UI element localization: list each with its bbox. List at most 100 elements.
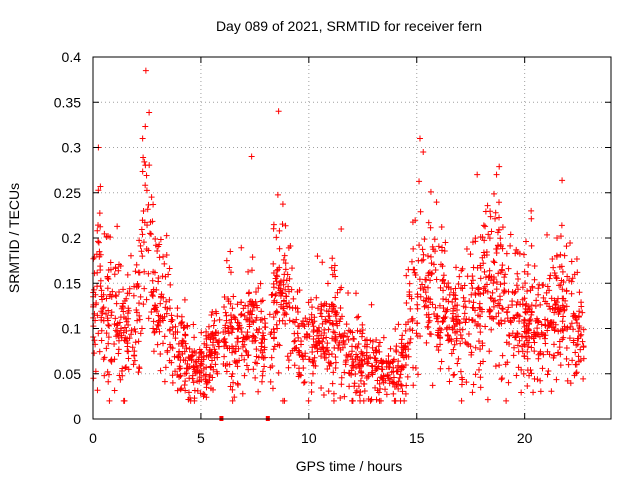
data-point — [501, 274, 508, 281]
data-point — [193, 363, 200, 370]
data-point — [243, 316, 250, 323]
data-point — [221, 293, 228, 300]
data-point — [472, 318, 479, 325]
data-point — [477, 291, 484, 298]
data-point — [234, 335, 241, 342]
data-point — [499, 375, 506, 382]
data-point — [104, 317, 111, 324]
data-point — [577, 346, 584, 353]
data-point — [402, 361, 409, 368]
data-point — [137, 293, 144, 300]
data-point — [528, 311, 535, 318]
data-point — [547, 306, 554, 313]
data-point — [359, 352, 366, 359]
data-point — [455, 280, 462, 287]
data-point — [224, 361, 231, 368]
data-point — [574, 319, 581, 326]
data-point — [425, 219, 432, 226]
data-point — [142, 182, 149, 189]
data-point — [512, 334, 519, 341]
data-point — [181, 382, 188, 389]
data-point — [108, 309, 115, 316]
data-point — [428, 331, 435, 338]
data-point — [191, 334, 198, 341]
data-point — [432, 304, 439, 311]
data-point — [486, 267, 493, 274]
data-point — [187, 394, 194, 401]
data-point — [427, 224, 434, 231]
data-point — [136, 312, 143, 319]
data-point — [298, 338, 305, 345]
data-point — [313, 294, 320, 301]
data-point — [356, 392, 363, 399]
data-point — [273, 272, 280, 279]
data-point — [167, 305, 174, 312]
data-point — [162, 364, 169, 371]
data-point — [406, 339, 413, 346]
data-point — [269, 362, 276, 369]
data-point — [133, 307, 140, 314]
data-point — [459, 326, 466, 333]
data-point — [175, 348, 182, 355]
data-point — [461, 298, 468, 305]
data-point — [282, 222, 289, 229]
data-point — [222, 309, 229, 316]
data-point — [499, 305, 506, 312]
data-point — [106, 397, 113, 404]
data-point — [300, 356, 307, 363]
data-point — [104, 368, 111, 375]
data-point — [150, 201, 157, 208]
data-point — [103, 330, 110, 337]
data-point — [397, 397, 404, 404]
data-point — [97, 283, 104, 290]
data-point — [423, 302, 430, 309]
data-point — [209, 309, 216, 316]
data-point — [268, 292, 275, 299]
data-point — [321, 326, 328, 333]
data-point — [487, 213, 494, 220]
data-point — [495, 242, 502, 249]
data-point — [228, 373, 235, 380]
data-point — [408, 258, 415, 265]
data-point — [335, 341, 342, 348]
data-point — [514, 270, 521, 277]
data-point — [357, 328, 364, 335]
data-point — [176, 365, 183, 372]
data-point — [344, 333, 351, 340]
data-point — [550, 341, 557, 348]
data-point — [575, 328, 582, 335]
data-point — [98, 327, 105, 334]
data-point — [309, 304, 316, 311]
data-point — [267, 378, 274, 385]
data-point — [514, 249, 521, 256]
data-point — [132, 268, 139, 275]
data-point — [206, 347, 213, 354]
data-point — [201, 391, 208, 398]
data-point — [425, 295, 432, 302]
data-point — [563, 303, 570, 310]
data-point — [491, 275, 498, 282]
data-point — [172, 328, 179, 335]
data-point — [420, 297, 427, 304]
data-point — [221, 353, 228, 360]
data-point — [575, 313, 582, 320]
data-point — [505, 265, 512, 272]
data-point — [382, 377, 389, 384]
data-point — [555, 305, 562, 312]
data-point — [391, 397, 398, 404]
data-point — [253, 346, 260, 353]
data-point — [514, 331, 521, 338]
data-point — [409, 327, 416, 334]
data-point — [395, 378, 402, 385]
data-point — [238, 310, 245, 317]
data-point — [512, 288, 519, 295]
data-point — [385, 375, 392, 382]
data-point — [168, 316, 175, 323]
data-point — [520, 320, 527, 327]
data-point — [467, 251, 474, 258]
data-point — [99, 309, 106, 316]
data-point — [436, 302, 443, 309]
data-point — [369, 344, 376, 351]
data-point — [339, 344, 346, 351]
data-point — [568, 278, 575, 285]
